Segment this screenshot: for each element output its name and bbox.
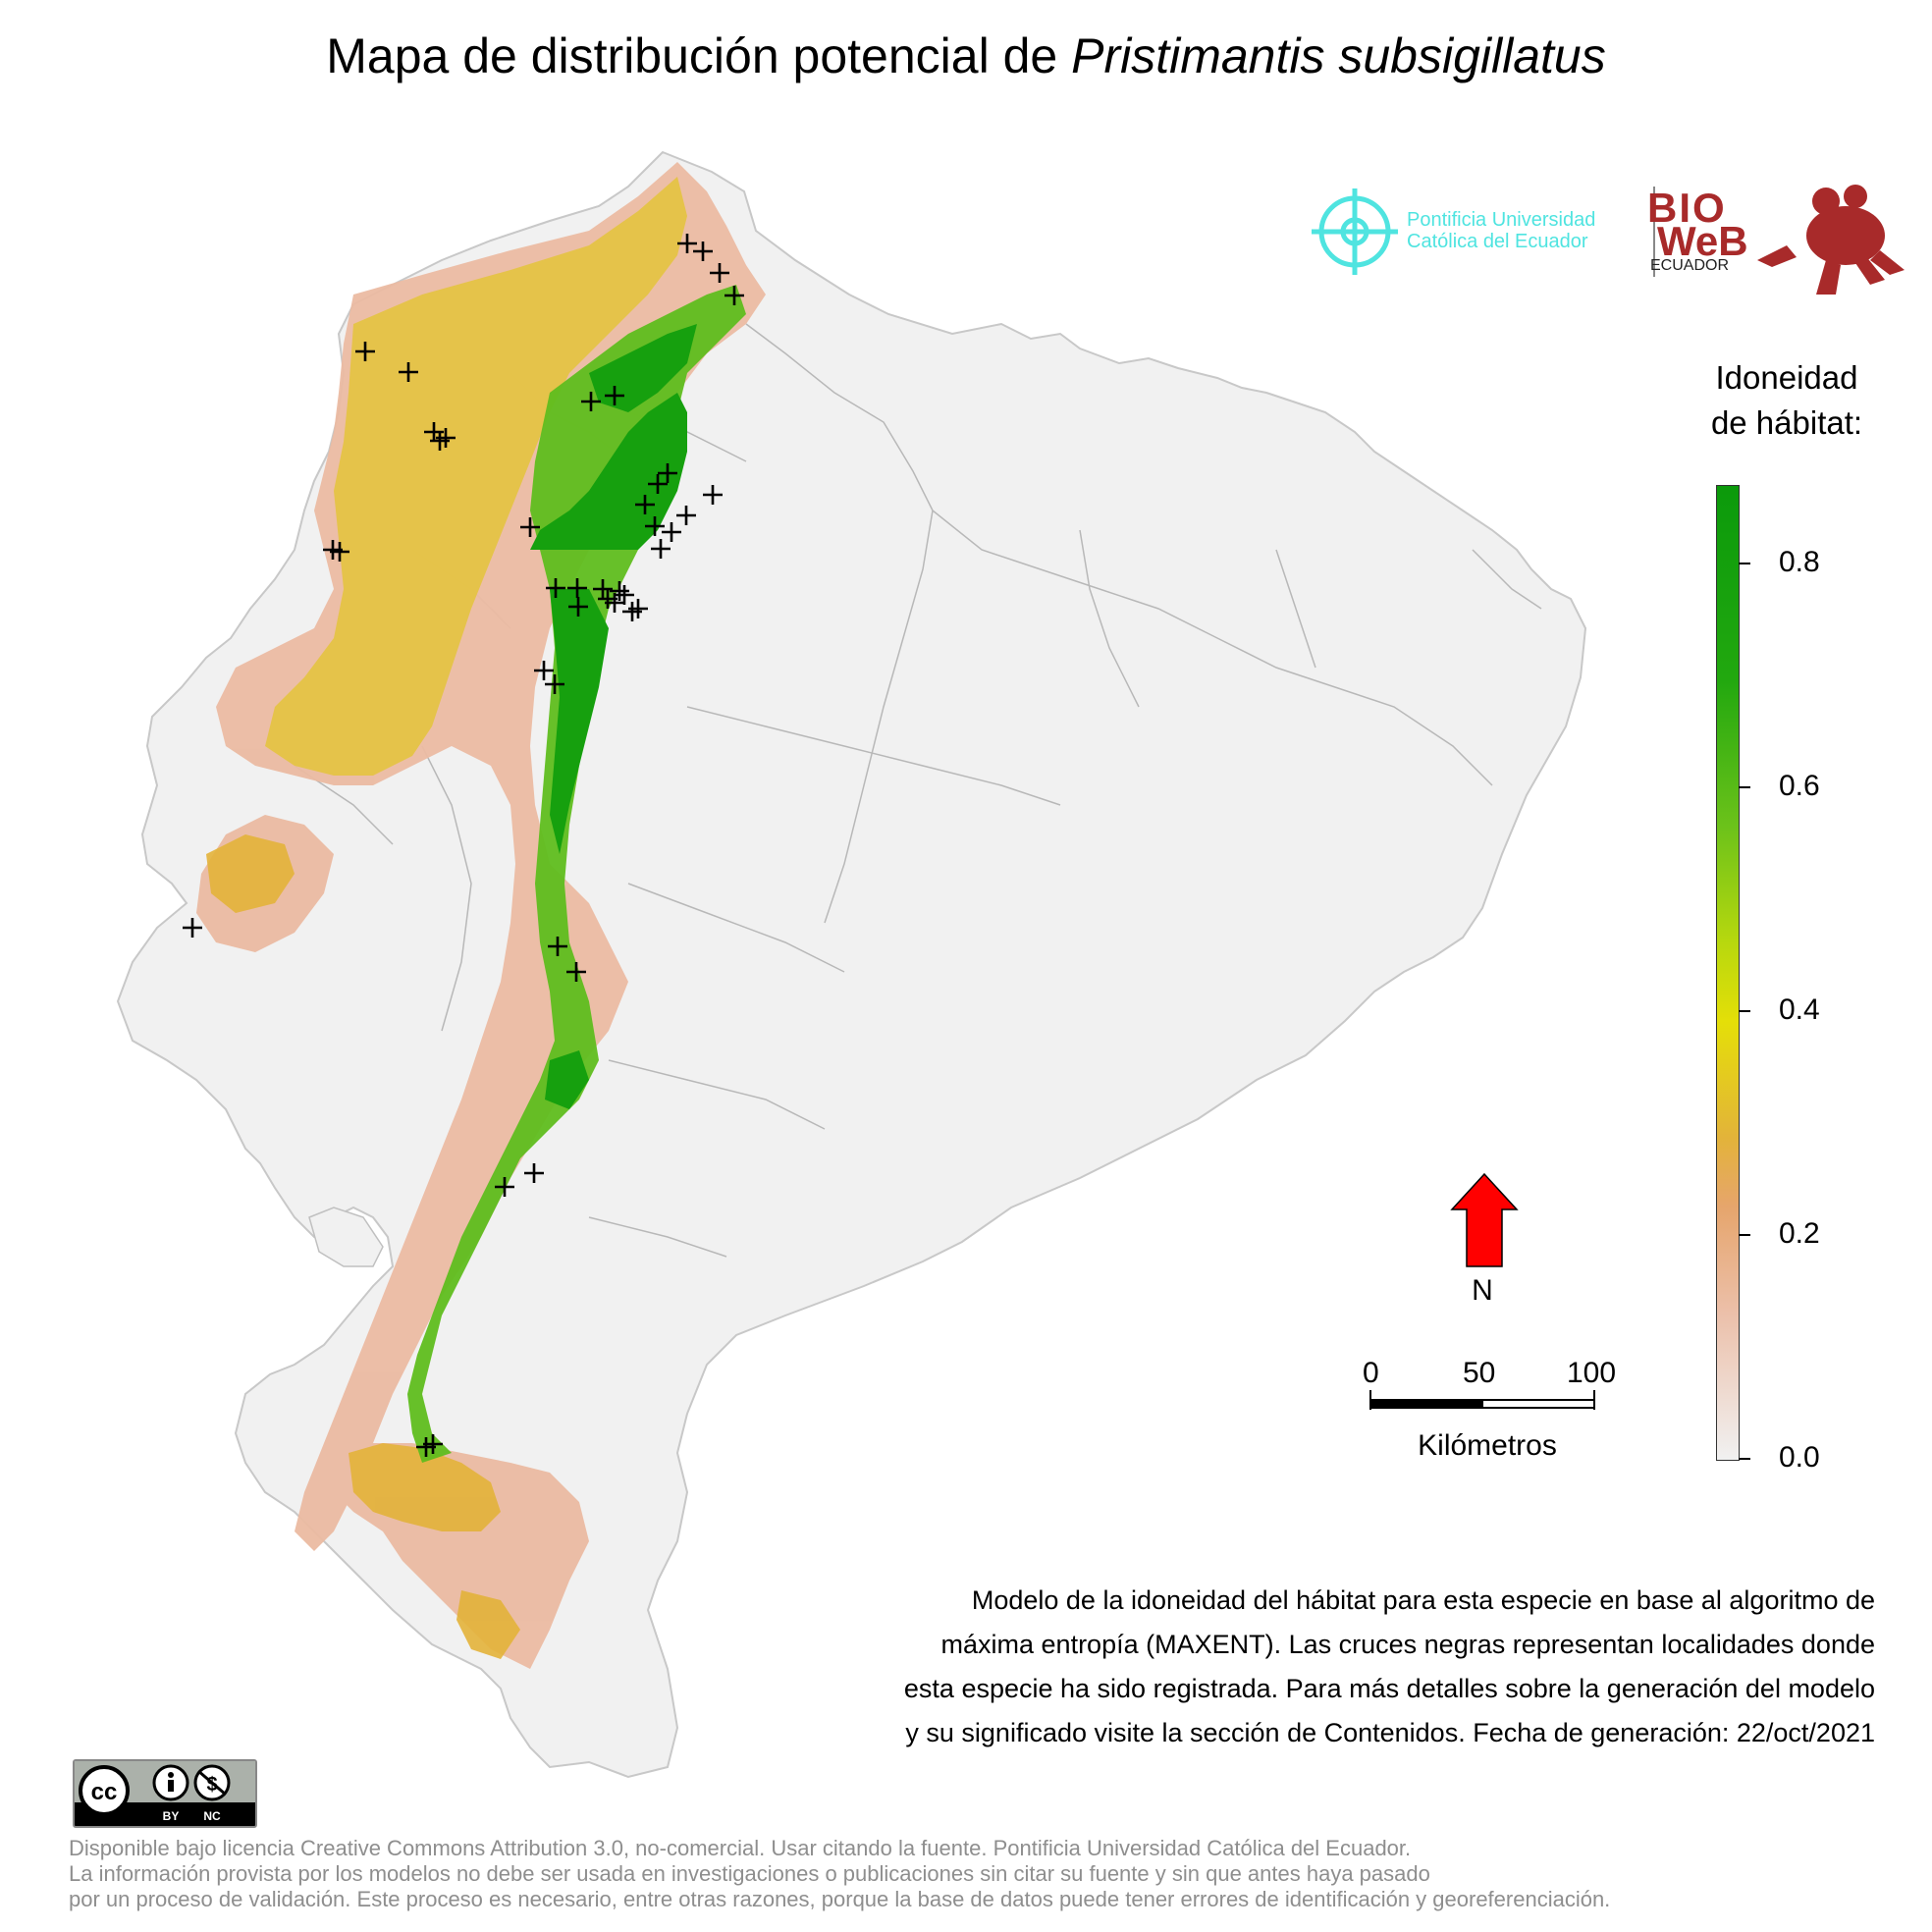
occurrence-marker <box>693 242 713 261</box>
occurrence-marker <box>635 495 655 514</box>
occurrence-marker <box>645 516 665 536</box>
legend-tick-label: 0.8 <box>1779 546 1820 578</box>
cc-nc-label: NC <box>203 1809 221 1823</box>
scale-bar <box>1369 1390 1595 1410</box>
bioweb-web: WeB <box>1657 218 1748 264</box>
legend-tick <box>1739 786 1750 788</box>
title-species: Pristimantis subsigillatus <box>1071 28 1606 83</box>
occurrence-marker <box>545 674 564 694</box>
occurrence-marker <box>662 522 681 542</box>
legend-tick <box>1739 1458 1750 1460</box>
occurrence-marker <box>610 581 629 601</box>
occurrence-marker <box>330 542 349 562</box>
occurrence-marker <box>524 1163 544 1183</box>
occurrence-marker <box>658 463 677 483</box>
cc-by-label: BY <box>163 1809 180 1823</box>
legend-title-line1: Idoneidad <box>1715 359 1858 396</box>
occurrence-marker <box>605 386 624 405</box>
bioweb-ecuador: ECUADOR <box>1650 257 1730 274</box>
legend-tick <box>1739 1234 1750 1236</box>
scale-label-50: 50 <box>1463 1357 1496 1389</box>
footer-line: Disponible bajo licencia Creative Common… <box>69 1836 1412 1860</box>
legend-tick <box>1739 1010 1750 1012</box>
cc-license-badge: cc $ BY NC <box>73 1759 257 1828</box>
occurrence-marker <box>710 263 729 283</box>
legend-tick-label: 0.0 <box>1779 1441 1820 1474</box>
puna-island <box>308 1207 384 1267</box>
occurrence-markers <box>183 234 744 1457</box>
occurrence-marker <box>534 661 554 680</box>
occurrence-marker <box>622 602 642 621</box>
legend-tick-label: 0.4 <box>1779 993 1820 1026</box>
occurrence-marker <box>615 585 634 605</box>
occurrence-marker <box>581 392 601 411</box>
occurrence-marker <box>399 362 418 382</box>
occurrence-marker <box>520 517 540 537</box>
occurrence-marker <box>676 506 696 525</box>
suitability-medium <box>265 177 687 776</box>
puce-logo-icon <box>1312 188 1398 275</box>
footer-line: La información provista por los modelos … <box>69 1861 1430 1886</box>
occurrence-marker <box>605 593 624 613</box>
legend-tick <box>1739 563 1750 564</box>
caption-line: Modelo de la idoneidad del hábitat para … <box>971 1585 1875 1615</box>
bioweb-bio: BIO <box>1647 185 1727 231</box>
occurrence-marker <box>183 918 202 938</box>
puce-logo-text: Pontificia Universidad Católica del Ecua… <box>1407 209 1595 252</box>
scale-label-100: 100 <box>1567 1357 1617 1389</box>
map-caption: Modelo de la idoneidad del hábitat para … <box>687 1579 1875 1755</box>
scale-label-0: 0 <box>1363 1357 1379 1389</box>
occurrence-marker <box>548 937 567 956</box>
occurrence-marker <box>423 1434 443 1454</box>
occurrence-marker <box>495 1177 514 1197</box>
north-label: N <box>1472 1274 1493 1307</box>
map-title: Mapa de distribución potencial de Pristi… <box>0 27 1932 84</box>
frog-logo-icon <box>1757 185 1905 295</box>
legend-title: Idoneidad de hábitat: <box>1669 355 1905 446</box>
title-prefix: Mapa de distribución potencial de <box>326 28 1072 83</box>
suitability-medium-south <box>206 834 520 1659</box>
footer-line: por un proceso de validación. Este proce… <box>69 1887 1611 1911</box>
puce-line2: Católica del Ecuador <box>1407 231 1588 252</box>
occurrence-marker <box>724 286 744 305</box>
occurrence-marker <box>567 578 587 598</box>
occurrence-marker <box>568 597 588 617</box>
svg-text:$: $ <box>206 1774 217 1796</box>
occurrence-marker <box>546 578 565 598</box>
occurrence-marker <box>593 579 613 599</box>
occurrence-marker <box>566 962 586 982</box>
ecuador-country-shape <box>116 150 1587 1779</box>
legend-tick-label: 0.6 <box>1779 770 1820 802</box>
legend-colorbar <box>1716 485 1740 1461</box>
scale-unit: Kilómetros <box>1418 1429 1557 1462</box>
suitability-peak <box>530 324 697 1109</box>
occurrence-marker <box>651 539 671 559</box>
occurrence-marker <box>677 234 697 253</box>
caption-line: esta especie ha sido registrada. Para má… <box>903 1674 1875 1703</box>
occurrence-marker <box>355 342 375 361</box>
occurrence-marker <box>436 428 456 448</box>
occurrence-marker <box>703 485 723 505</box>
caption-line: y su significado visite la sección de Co… <box>905 1718 1875 1747</box>
puce-line1: Pontificia Universidad <box>1407 209 1596 231</box>
license-footer: Disponible bajo licencia Creative Common… <box>69 1836 1610 1912</box>
occurrence-marker <box>648 474 668 494</box>
north-arrow-icon <box>1450 1172 1519 1267</box>
svg-text:cc: cc <box>91 1779 118 1805</box>
legend-tick-label: 0.2 <box>1779 1217 1820 1250</box>
caption-line: máxima entropía (MAXENT). Las cruces neg… <box>940 1630 1875 1659</box>
legend-title-line2: de hábitat: <box>1710 404 1863 441</box>
